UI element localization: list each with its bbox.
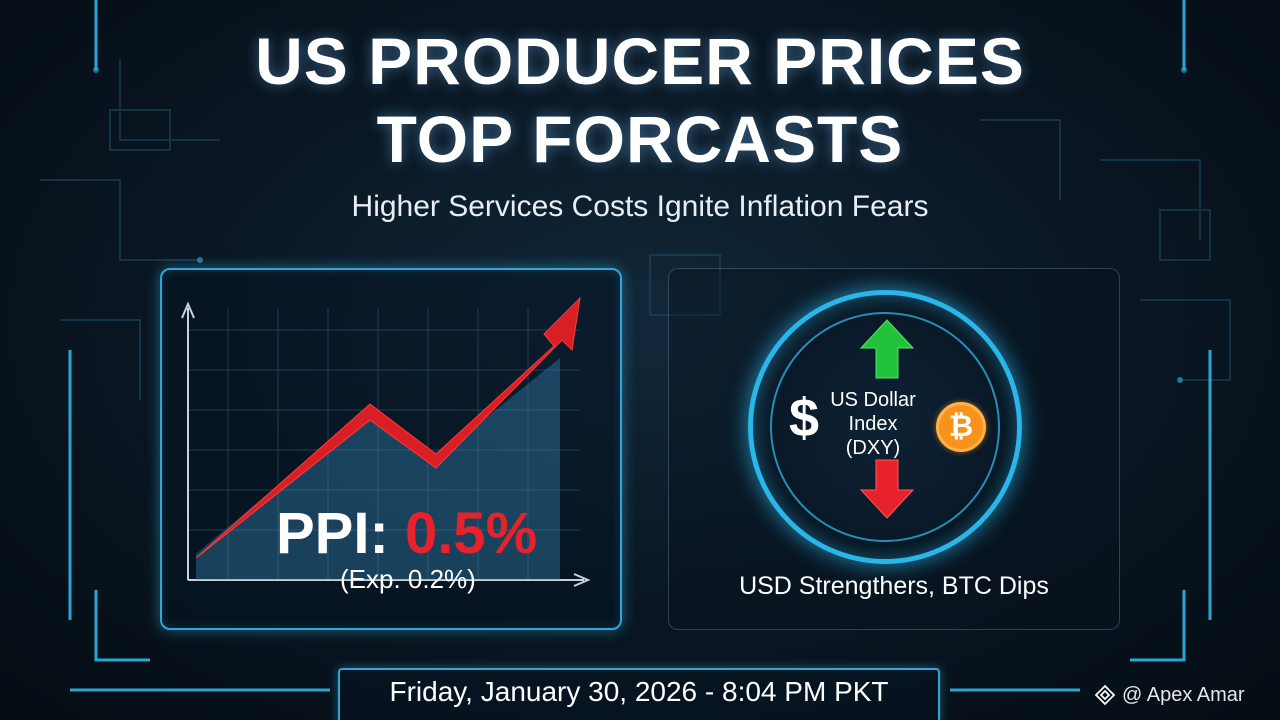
arrow-up-icon	[859, 319, 915, 379]
ppi-panel	[160, 268, 622, 630]
chart-area-fill	[196, 358, 560, 580]
dxy-ring-outer	[748, 290, 1022, 564]
dxy-label: US Dollar Index (DXY)	[828, 388, 918, 460]
watermark-text: @ Apex Amar	[1122, 683, 1245, 706]
dxy-label-line-1: US Dollar	[830, 389, 916, 411]
diamond-logo-icon	[1094, 684, 1116, 706]
ppi-expected: (Exp. 0.2%)	[340, 564, 476, 594]
watermark: @ Apex Amar	[1094, 682, 1245, 708]
arrow-down-icon	[859, 459, 915, 519]
dollar-icon: $	[789, 388, 820, 448]
dxy-caption: USD Strengthers, BTC Dips	[739, 572, 1049, 600]
trend-up-arrow-icon	[195, 296, 581, 559]
ppi-value: 0.5%	[404, 501, 538, 566]
page-title: US PRODUCER PRICES TOP FORCASTS	[0, 22, 1280, 178]
date-text: Friday, January 30, 2026 - 8:04 PM PKT	[389, 676, 889, 707]
ppi-chart-graphic	[181, 296, 591, 587]
chart-grid	[188, 308, 580, 580]
title-line-2: TOP FORCASTS	[376, 102, 904, 176]
date-banner	[338, 668, 940, 720]
title-line-1: US PRODUCER PRICES	[255, 24, 1025, 98]
chart-axes	[181, 301, 591, 587]
dxy-label-line-3: (DXY)	[845, 437, 901, 459]
ppi-reading: PPI: 0.5%	[276, 500, 537, 568]
dxy-label-line-2: Index	[848, 413, 898, 435]
subtitle: Higher Services Costs Ignite Inflation F…	[351, 190, 929, 223]
ppi-label: PPI:	[276, 501, 389, 566]
bitcoin-icon: ₿	[936, 402, 986, 452]
